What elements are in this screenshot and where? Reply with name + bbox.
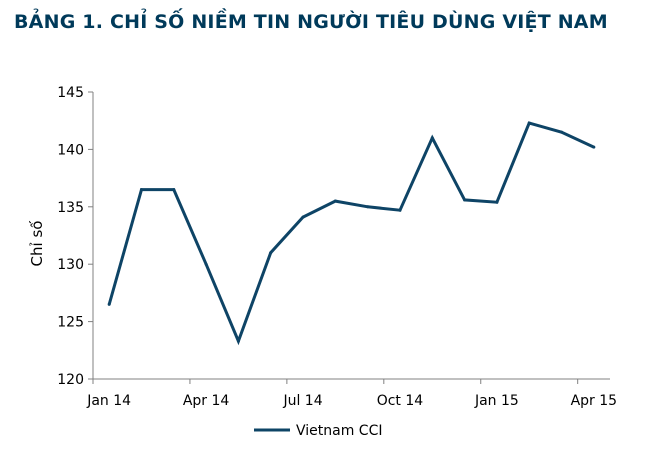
series-layer <box>107 121 596 346</box>
data-point <box>495 200 499 204</box>
data-point <box>527 121 531 125</box>
chart-title: BẢNG 1. CHỈ SỐ NIỀM TIN NGƯỜI TIÊU DÙNG … <box>14 11 608 33</box>
data-point <box>366 205 370 209</box>
x-axis: Jan 14 Apr 14 Jul 14 Oct 14 Jan 15 Apr 15 <box>86 378 617 409</box>
x-tick-label: Oct 14 <box>377 393 424 409</box>
x-tick-label: Apr 14 <box>183 393 230 409</box>
data-point <box>172 188 176 192</box>
data-point <box>204 262 208 266</box>
legend: Vietnam CCI <box>254 423 382 439</box>
x-tick-label: Jul 14 <box>282 393 322 409</box>
y-tick-label: 135 <box>57 200 84 216</box>
data-point <box>333 199 337 203</box>
data-point <box>107 302 111 306</box>
data-point <box>560 130 564 134</box>
data-point <box>236 339 240 343</box>
data-point <box>463 198 467 202</box>
series-line-vietnam-cci <box>107 121 595 346</box>
data-point <box>139 188 143 192</box>
x-tick-label: Jan 15 <box>474 393 519 409</box>
data-point <box>269 251 273 255</box>
y-tick-label: 125 <box>57 315 84 331</box>
data-point <box>301 215 305 219</box>
x-tick-label: Jan 14 <box>86 393 131 409</box>
legend-label-vietnam-cci: Vietnam CCI <box>296 423 382 439</box>
data-point <box>430 136 434 140</box>
data-point <box>592 145 596 149</box>
data-point <box>398 208 402 212</box>
y-axis: 120 125 130 135 140 145 <box>57 85 94 388</box>
x-tick-label: Apr 15 <box>571 393 617 409</box>
y-tick-label: 145 <box>57 85 84 101</box>
y-tick-label: 120 <box>57 372 84 388</box>
y-tick-label: 140 <box>57 142 84 158</box>
y-axis-label: Chỉ số <box>28 220 46 267</box>
y-tick-label: 130 <box>57 257 84 273</box>
